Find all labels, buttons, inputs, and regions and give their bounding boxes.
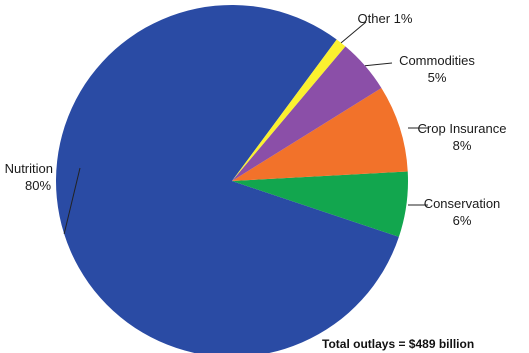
- slice-value-commodities: 5%: [428, 70, 447, 85]
- slice-value-conservation: 6%: [453, 213, 472, 228]
- slice-labels: Nutrition 80% Conservation 6% Crop Insurance…: [5, 11, 507, 228]
- leader-line-other-1: [340, 21, 367, 44]
- leader-line-nutrition: [63, 167, 81, 235]
- total-outlays-note: Total outlays = $489 billion: [322, 337, 474, 351]
- pie-slice-nutrition: [56, 5, 399, 353]
- slice-label-conservation: Conservation: [424, 196, 501, 211]
- pie-slice-other-1: [232, 39, 346, 181]
- leader-line-commodities: [364, 62, 393, 67]
- pie-slices: [56, 5, 408, 353]
- slice-label-crop-insurance: Crop Insurance: [418, 121, 507, 136]
- pie-slice-commodities: [232, 46, 382, 182]
- slice-value-crop-insurance: 8%: [453, 138, 472, 153]
- pie-slice-conservation: [232, 171, 408, 237]
- leader-lines: [63, 21, 428, 235]
- slice-label-commodities: Commodities: [399, 53, 475, 68]
- slice-value-nutrition: 80%: [25, 178, 51, 193]
- pie-slice-crop-insurance: [232, 87, 408, 181]
- slice-label-other-1: Other 1%: [358, 11, 413, 26]
- slice-label-nutrition: Nutrition: [5, 161, 53, 176]
